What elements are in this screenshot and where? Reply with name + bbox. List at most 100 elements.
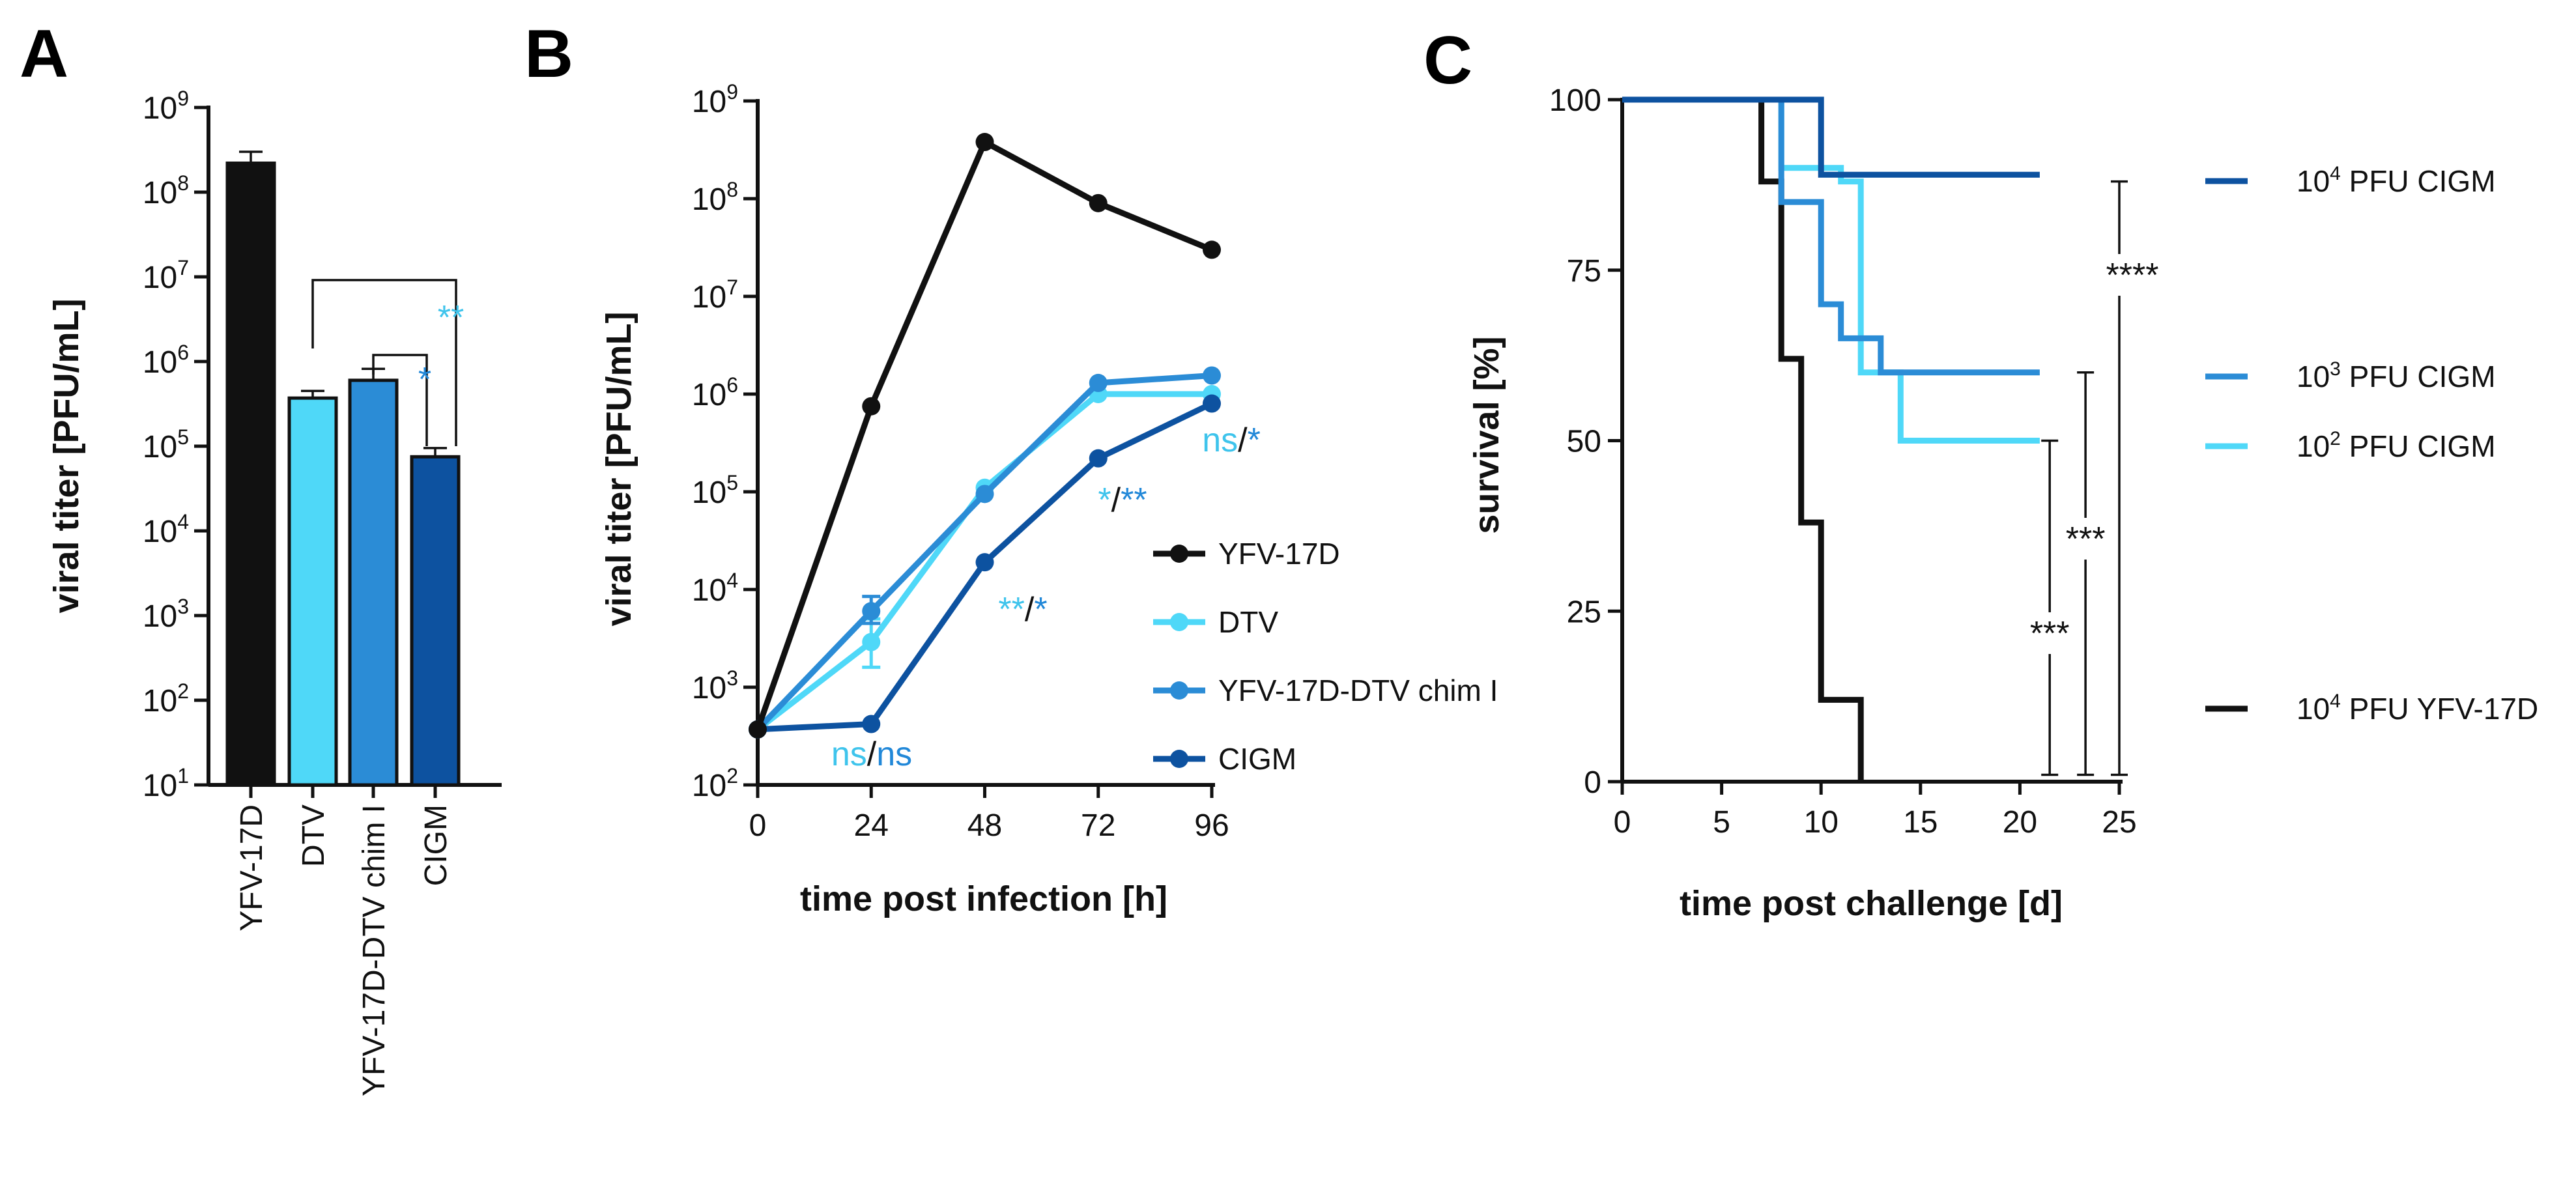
y-tick-label: 103 [692, 666, 738, 705]
x-tick-label: DTV [296, 804, 331, 867]
data-point [862, 632, 881, 651]
significance-label: ns/ns [831, 735, 912, 773]
x-tick-label: 0 [749, 808, 767, 843]
y-tick-label: 107 [143, 256, 189, 295]
y-tick-label: 50 [1567, 425, 1601, 459]
y-tick-label: 25 [1567, 595, 1601, 629]
legend-item: DTV [1153, 605, 1278, 639]
y-tick-label: 103 [143, 595, 189, 634]
panel-a-significance: *** [311, 279, 464, 446]
y-tick-label: 102 [692, 764, 738, 803]
panel-b-series [749, 133, 1221, 739]
legend-marker [1170, 545, 1188, 563]
data-point [1203, 240, 1221, 259]
x-tick-label: 48 [967, 808, 1002, 843]
panel-a-bars [225, 150, 461, 787]
legend-item: YFV-17D-DTV chim I [1153, 674, 1498, 707]
y-tick-label: 109 [143, 87, 189, 126]
panel-b-letter: B [524, 16, 573, 92]
y-tick-label: 104 [143, 510, 189, 549]
data-point [1089, 449, 1108, 468]
y-tick-label: 101 [143, 764, 189, 803]
panel-a-x-tick-labels: YFV-17D DTV YFV-17D-DTV chim I CIGM [235, 804, 453, 1096]
significance-label-bg [2100, 254, 2165, 296]
x-tick-label: YFV-17D-DTV chim I [357, 804, 392, 1096]
data-point [749, 720, 767, 739]
panel-b: B 0 24 48 72 96 102 103 104 105 106 107 108 109 tim… [524, 16, 1498, 918]
legend-label: DTV [1218, 605, 1278, 639]
significance-label: **** [2106, 257, 2159, 294]
legend-item: 104 PFU CIGM [2205, 163, 2496, 198]
y-tick-label: 0 [1584, 765, 1601, 800]
panel-b-significance: ns/ns **/* */** ns/* [831, 421, 1261, 773]
panel-b-x-tick-labels: 0 24 48 72 96 [749, 808, 1229, 843]
panel-b-y-tick-labels: 102 103 104 105 106 107 108 109 [692, 80, 738, 803]
y-tick-label: 105 [692, 471, 738, 510]
significance-label: ** [438, 299, 464, 337]
panel-c-legend: 104 PFU CIGM 103 PFU CIGM 102 PFU CIGM 104 … [2205, 163, 2538, 726]
data-point [1203, 366, 1221, 385]
survival-curve [1622, 96, 2040, 376]
significance-label: ns/* [1202, 421, 1261, 459]
data-point [975, 485, 994, 504]
legend-label: 104 PFU CIGM [2297, 163, 2496, 198]
x-tick-label: YFV-17D [235, 804, 269, 931]
y-tick-label: 104 [692, 569, 738, 608]
significance-label: * [418, 361, 431, 399]
x-tick-label: 96 [1194, 808, 1229, 843]
panel-b-axes [743, 99, 1215, 798]
panel-c-x-axis-label: time post challenge [d] [1680, 884, 2063, 923]
data-point [862, 715, 881, 733]
panel-a: A YFV-17D DTV YFV-17D-DTV chim I CIGM 101 10… [20, 16, 502, 1096]
panel-c: C 0 5 10 15 20 25 0 25 50 75 100 time post challe… [1424, 23, 2538, 923]
y-tick-label: 107 [692, 276, 738, 315]
x-tick-label: 10 [1804, 805, 1839, 840]
x-tick-label: 20 [2003, 805, 2037, 840]
panel-b-y-axis-label: viral titer [PFU/mL] [599, 311, 638, 626]
x-tick-label: CIGM [419, 804, 453, 886]
y-tick-label: 105 [143, 425, 189, 464]
x-tick-label: 15 [1903, 805, 1938, 840]
survival-curve [1622, 96, 2040, 178]
x-tick-label: 0 [1614, 805, 1631, 840]
panel-a-letter: A [20, 16, 68, 92]
bar-yfv-17d [225, 161, 276, 787]
panel-c-axes [1608, 98, 2123, 795]
legend-item: YFV-17D [1153, 537, 1340, 571]
bar-dtv [287, 396, 338, 787]
panel-c-series [1622, 96, 2040, 782]
bracket-chim-cigm [372, 354, 428, 446]
y-tick-label: 102 [143, 679, 189, 718]
x-tick-label: 24 [854, 808, 889, 843]
panel-a-y-axis-label: viral titer [PFU/mL] [47, 298, 86, 613]
x-tick-label: 72 [1081, 808, 1115, 843]
data-point [975, 133, 994, 152]
y-tick-label: 106 [692, 373, 738, 412]
significance-label: *** [2030, 615, 2070, 653]
series-cigm [749, 394, 1221, 739]
legend-item: 104 PFU YFV-17D [2205, 690, 2538, 726]
bar-cigm [410, 455, 461, 787]
panel-c-y-axis-label: survival [%] [1467, 336, 1506, 533]
survival-curve [1622, 96, 2040, 444]
legend-marker [1170, 681, 1188, 700]
data-point [1089, 193, 1108, 212]
panel-a-y-tick-labels: 101 102 103 104 105 106 107 108 109 [143, 87, 189, 803]
panel-b-x-axis-label: time post infection [h] [800, 879, 1167, 918]
series-yfv-17d [749, 133, 1221, 739]
legend-marker [1170, 613, 1188, 631]
significance-label-bg [2024, 612, 2076, 654]
significance-label: */** [1098, 481, 1147, 519]
significance-label-bg [2059, 518, 2112, 560]
significance-label: *** [2066, 520, 2106, 558]
legend-marker [1170, 750, 1188, 768]
panel-c-y-tick-labels: 0 25 50 75 100 [1549, 83, 1601, 800]
legend-label: YFV-17D-DTV chim I [1218, 674, 1498, 707]
legend-item: 103 PFU CIGM [2205, 358, 2496, 393]
y-tick-label: 106 [143, 341, 189, 380]
legend-label: 104 PFU YFV-17D [2297, 690, 2538, 726]
y-tick-label: 109 [692, 80, 738, 119]
data-point [862, 397, 881, 416]
panel-b-legend: YFV-17D DTV YFV-17D-DTV chim I CIGM [1153, 537, 1498, 776]
